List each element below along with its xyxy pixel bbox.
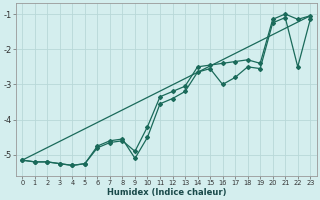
X-axis label: Humidex (Indice chaleur): Humidex (Indice chaleur) <box>107 188 226 197</box>
